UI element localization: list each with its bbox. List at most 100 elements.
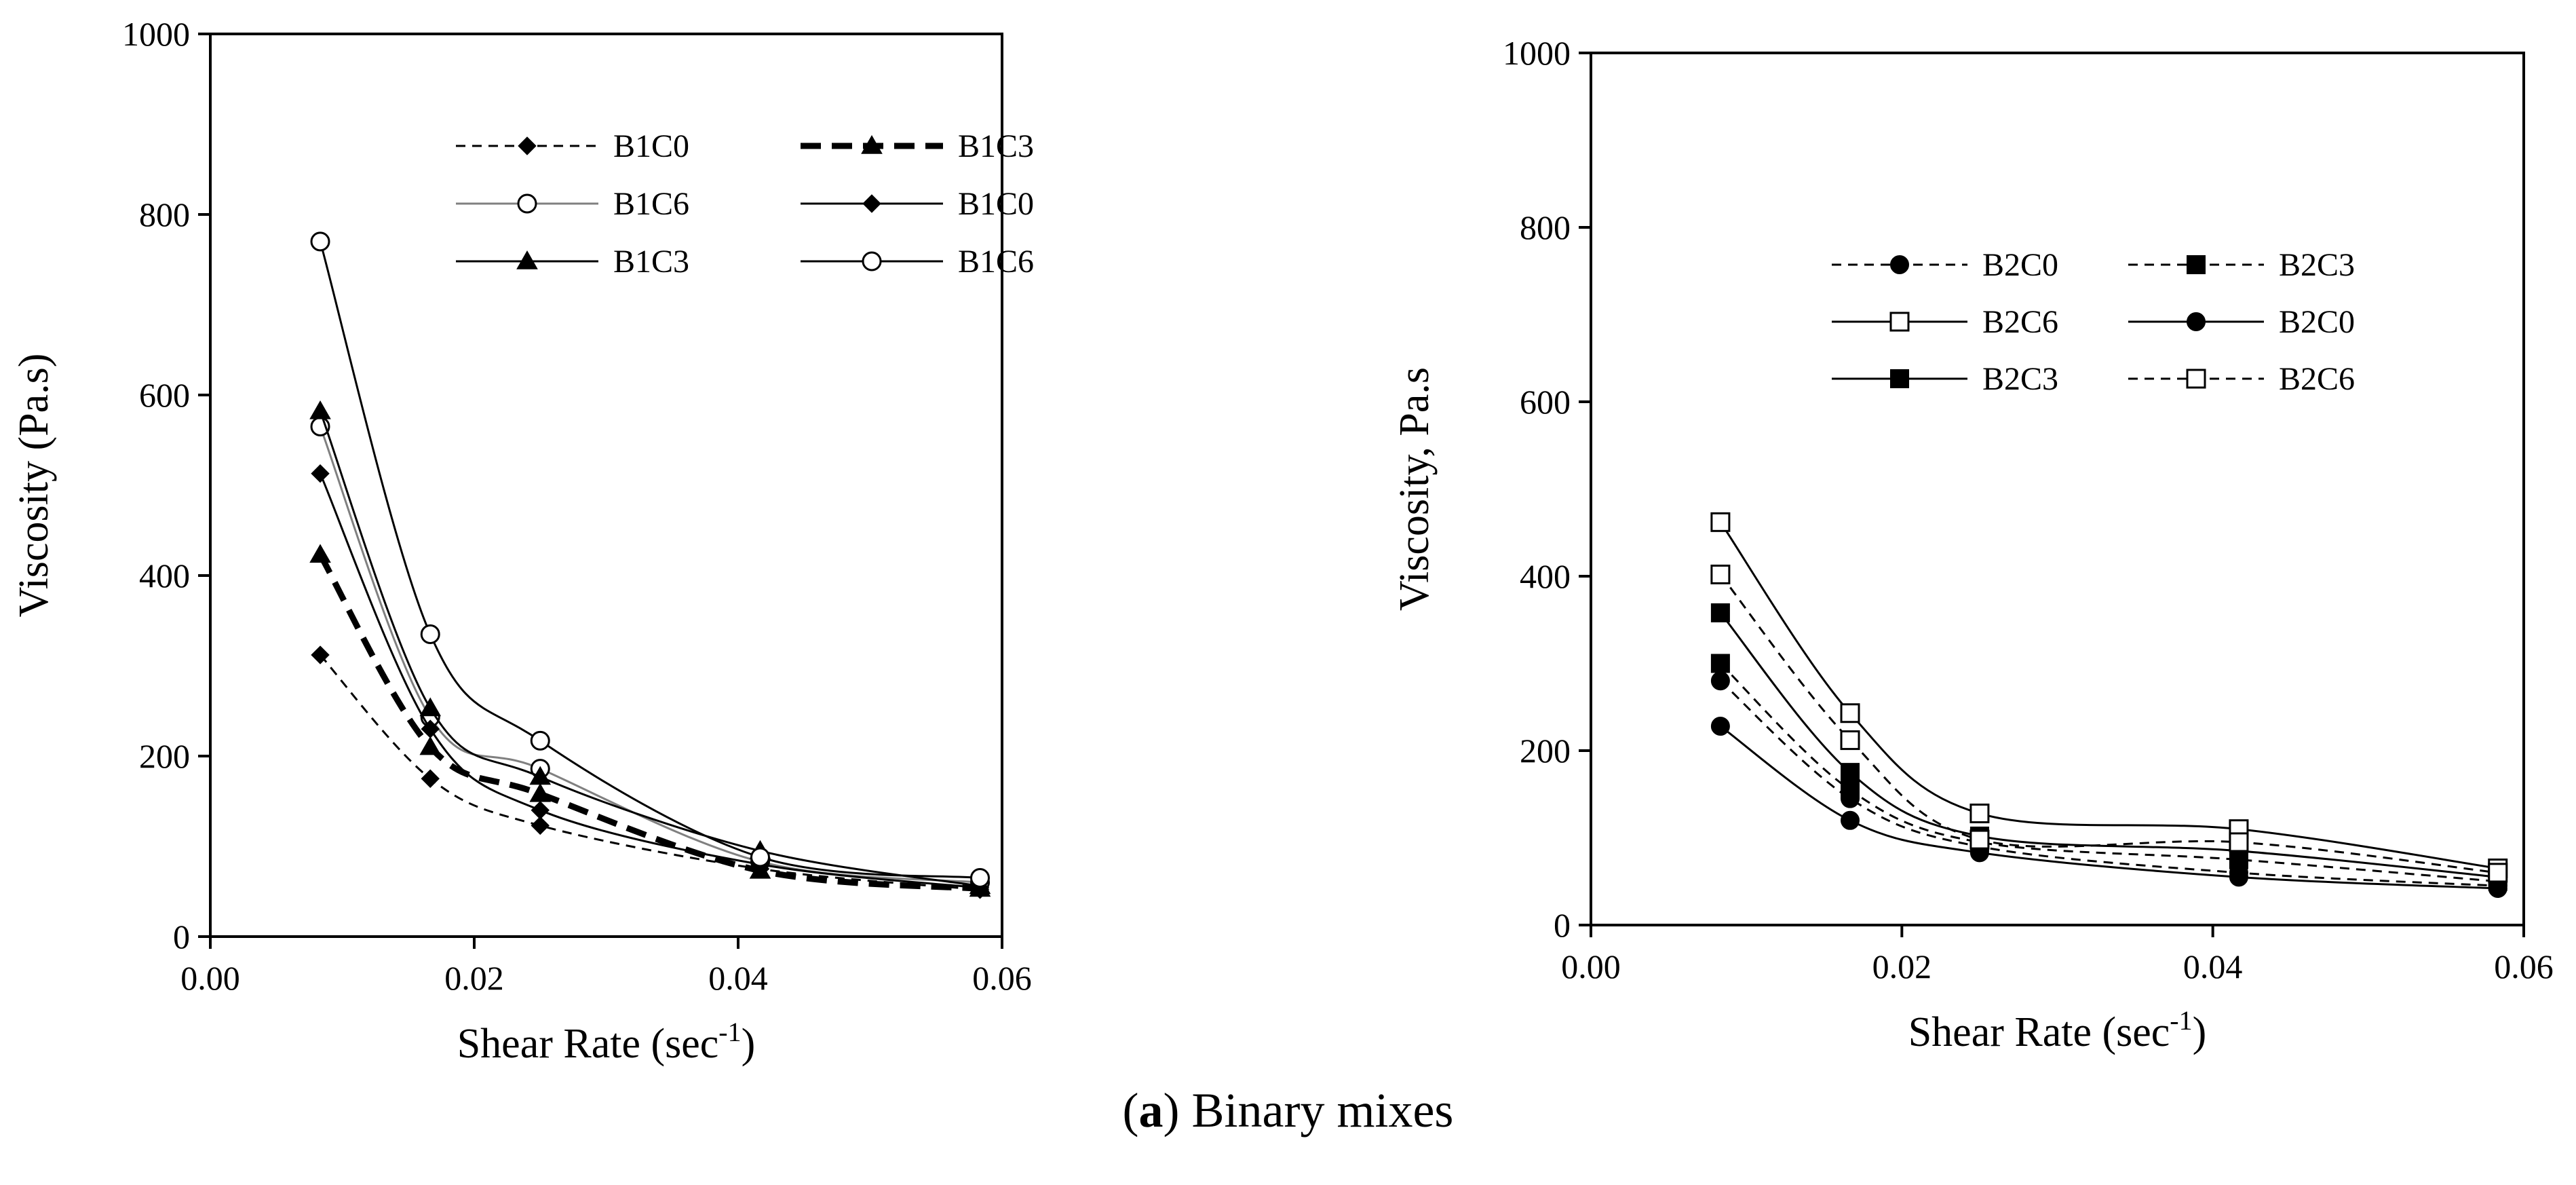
legend-label: B1C6 — [613, 186, 689, 222]
legend-label: B1C0 — [958, 186, 1034, 222]
y-tick-label: 400 — [139, 557, 190, 595]
data-point — [2488, 863, 2508, 883]
x-axis-label-superscript: -1 — [718, 1017, 741, 1047]
data-point — [1710, 512, 1731, 532]
legend-label: B2C3 — [1982, 361, 2058, 397]
x-tick-label: 0.02 — [444, 959, 504, 997]
data-point — [1841, 763, 1860, 783]
y-tick-label: 1000 — [122, 15, 190, 53]
legend-item-b1c3: B1C3 — [801, 128, 1034, 164]
data-point — [421, 769, 440, 788]
legend-label: B2C6 — [2279, 361, 2355, 397]
y-tick-label: 200 — [1520, 732, 1571, 770]
legend: B1C0 B1C3 B1C6 B1C0 B1C3 B1C6 — [456, 128, 1034, 280]
y-tick-label: 800 — [139, 195, 190, 233]
legend-marker — [2186, 369, 2206, 389]
legend-label: B1C6 — [958, 244, 1034, 280]
y-tick-label: 0 — [173, 918, 190, 956]
data-point — [1840, 730, 1860, 751]
legend-marker — [861, 135, 883, 154]
series-b1c6-2 — [310, 417, 991, 892]
figure-caption: (a) Binary mixes — [1122, 1083, 1454, 1137]
data-point — [309, 544, 331, 563]
data-point — [309, 400, 331, 419]
legend-label: B1C3 — [958, 128, 1034, 164]
legend-item-b2c0: B2C0 — [2128, 304, 2355, 340]
data-point — [2229, 867, 2248, 887]
plot-frame — [1590, 52, 2525, 926]
legend: B2C0 B2C3 B2C6 B2C0 B2C3 B2C6 — [1832, 247, 2355, 397]
data-point — [1710, 671, 1730, 691]
x-axis-label: Shear Rate (sec-1) — [1908, 1005, 2207, 1055]
legend-marker — [862, 194, 881, 213]
y-tick-label: 200 — [139, 737, 190, 775]
legend-item-b2c0: B2C0 — [1832, 247, 2058, 283]
x-tick-label: 0.00 — [180, 959, 240, 997]
data-point — [1841, 780, 1860, 800]
series-line — [318, 553, 980, 892]
legend-marker — [862, 251, 882, 271]
x-axis-label-end: ) — [742, 1021, 756, 1067]
data-point — [529, 783, 552, 802]
y-tick-label: 1000 — [1503, 34, 1571, 72]
legend-marker — [1889, 312, 1910, 332]
legend-label: B1C0 — [613, 128, 689, 164]
data-point — [970, 868, 991, 888]
y-axis-label: Viscosity (Pa.s) — [11, 354, 57, 618]
legend-item-b1c6: B1C6 — [801, 244, 1034, 280]
legend-label: B1C3 — [613, 244, 689, 280]
data-point — [1710, 564, 1731, 584]
series-line — [1720, 725, 2498, 890]
data-point — [1710, 603, 1730, 622]
data-point — [2229, 832, 2249, 852]
legend-item-b1c0: B1C0 — [456, 128, 689, 164]
series-b2c0-3 — [1710, 717, 2507, 899]
x-tick-label: 0.04 — [708, 959, 768, 997]
series-line — [1719, 573, 2498, 874]
data-point — [529, 766, 552, 785]
x-tick-label: 0.02 — [1872, 947, 1932, 985]
x-axis-label-superscript: -1 — [2170, 1005, 2192, 1036]
series-b1c0-3 — [311, 464, 990, 897]
data-point — [311, 464, 330, 483]
series-b1c3-1 — [309, 544, 991, 897]
plot-frame — [209, 33, 1003, 938]
legend-marker — [516, 250, 538, 269]
data-point — [1969, 829, 1990, 850]
x-tick-label: 0.06 — [972, 959, 1032, 997]
series-line — [319, 411, 980, 888]
data-point — [310, 231, 330, 252]
x-tick-label: 0.04 — [2183, 947, 2243, 985]
series-line — [319, 241, 980, 880]
y-tick-label: 400 — [1520, 557, 1571, 595]
legend-item-b2c6: B2C6 — [2128, 361, 2355, 397]
legend-item-b1c0: B1C0 — [801, 186, 1034, 222]
series-line — [319, 654, 980, 891]
data-point — [421, 719, 440, 738]
legend-item-b2c6: B2C6 — [1832, 304, 2058, 340]
x-axis-label-main: Shear Rate (sec — [457, 1021, 719, 1067]
series-b1c6-5 — [310, 231, 991, 888]
series-b2c6-5 — [1710, 564, 2508, 883]
data-point — [420, 624, 440, 644]
x-axis-label: Shear Rate (sec-1) — [457, 1017, 756, 1067]
legend-item-b1c6: B1C6 — [456, 186, 689, 222]
legend-marker — [1890, 369, 1909, 388]
legend-marker — [2187, 255, 2206, 274]
data-point — [1841, 810, 1860, 830]
series-line — [319, 473, 980, 889]
legend-label: B2C0 — [1982, 247, 2058, 283]
series-line — [319, 426, 980, 884]
legend-label: B2C0 — [2279, 304, 2355, 340]
caption-text: Binary mixes — [1191, 1083, 1454, 1137]
series-line — [1719, 612, 2498, 878]
legend-marker — [1890, 255, 1909, 274]
chart-left-binary-b1: 0 200 400 600 800 1000 0.00 0.02 0.04 0.06 Shear R… — [11, 15, 1034, 1067]
y-axis-label: Viscosity, Pa.s — [1391, 367, 1438, 611]
data-point — [530, 730, 550, 751]
legend-label: B2C3 — [2279, 247, 2355, 283]
legend-item-b2c3: B2C3 — [2128, 247, 2355, 283]
chart-right-binary-b2: 0 200 400 600 800 1000 0.00 0.02 0.04 0.06 Shear R… — [1391, 34, 2554, 1055]
series-b2c0-0 — [1710, 671, 2507, 896]
